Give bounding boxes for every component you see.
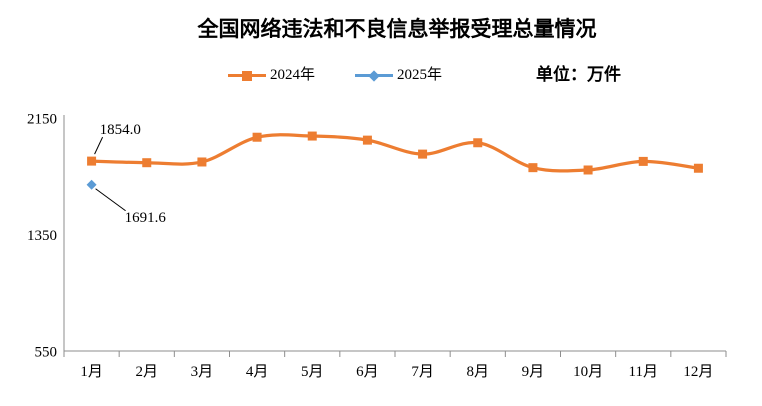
x-tick-label: 10月	[573, 364, 603, 380]
data-point-square	[197, 157, 207, 167]
legend-label-2025: 2025年	[397, 67, 443, 83]
x-tick-label: 5月	[301, 364, 324, 380]
data-point-square	[528, 163, 538, 173]
x-tick-label: 9月	[522, 364, 545, 380]
unit-label: 单位：万件	[536, 65, 621, 84]
data-point-square	[307, 131, 317, 141]
annotation-leader-line	[95, 188, 126, 212]
data-point-square	[362, 135, 372, 145]
x-tick-label: 7月	[411, 364, 434, 380]
data-point-square	[638, 156, 648, 166]
legend-line-2025	[355, 70, 393, 82]
y-tick-label: 2150	[27, 112, 57, 128]
x-tick-label: 3月	[191, 364, 214, 380]
annotation-label: 1691.6	[125, 210, 167, 226]
data-point-square	[473, 138, 483, 148]
x-tick-label: 1月	[80, 364, 103, 380]
x-tick-label: 12月	[683, 364, 713, 380]
data-point-square	[418, 149, 428, 159]
legend-label-2024: 2024年	[270, 67, 316, 83]
x-tick-label: 8月	[466, 364, 489, 380]
data-point-diamond	[86, 179, 97, 190]
y-tick-label: 1350	[27, 228, 57, 244]
legend-item-2025: 2025年	[355, 67, 442, 84]
data-point-square	[142, 158, 152, 168]
data-point-square	[583, 165, 593, 175]
x-tick-label: 2月	[135, 364, 158, 380]
annotation-leader-line	[94, 136, 104, 155]
legend-line-2024	[228, 70, 266, 81]
chart-title: 全国网络违法和不良信息举报受理总量情况	[197, 17, 597, 41]
square-marker-icon	[242, 70, 252, 81]
data-point-square	[87, 156, 97, 166]
series-line-2024年	[89, 133, 701, 173]
data-point-square	[693, 163, 703, 173]
y-tick-label: 550	[35, 345, 58, 361]
x-tick-label: 6月	[356, 364, 379, 380]
data-point-square	[252, 132, 262, 142]
legend-item-2024: 2024年	[228, 67, 315, 84]
x-tick-label: 4月	[246, 364, 269, 380]
annotation-label: 1854.0	[100, 122, 141, 138]
x-tick-label: 11月	[629, 364, 658, 380]
